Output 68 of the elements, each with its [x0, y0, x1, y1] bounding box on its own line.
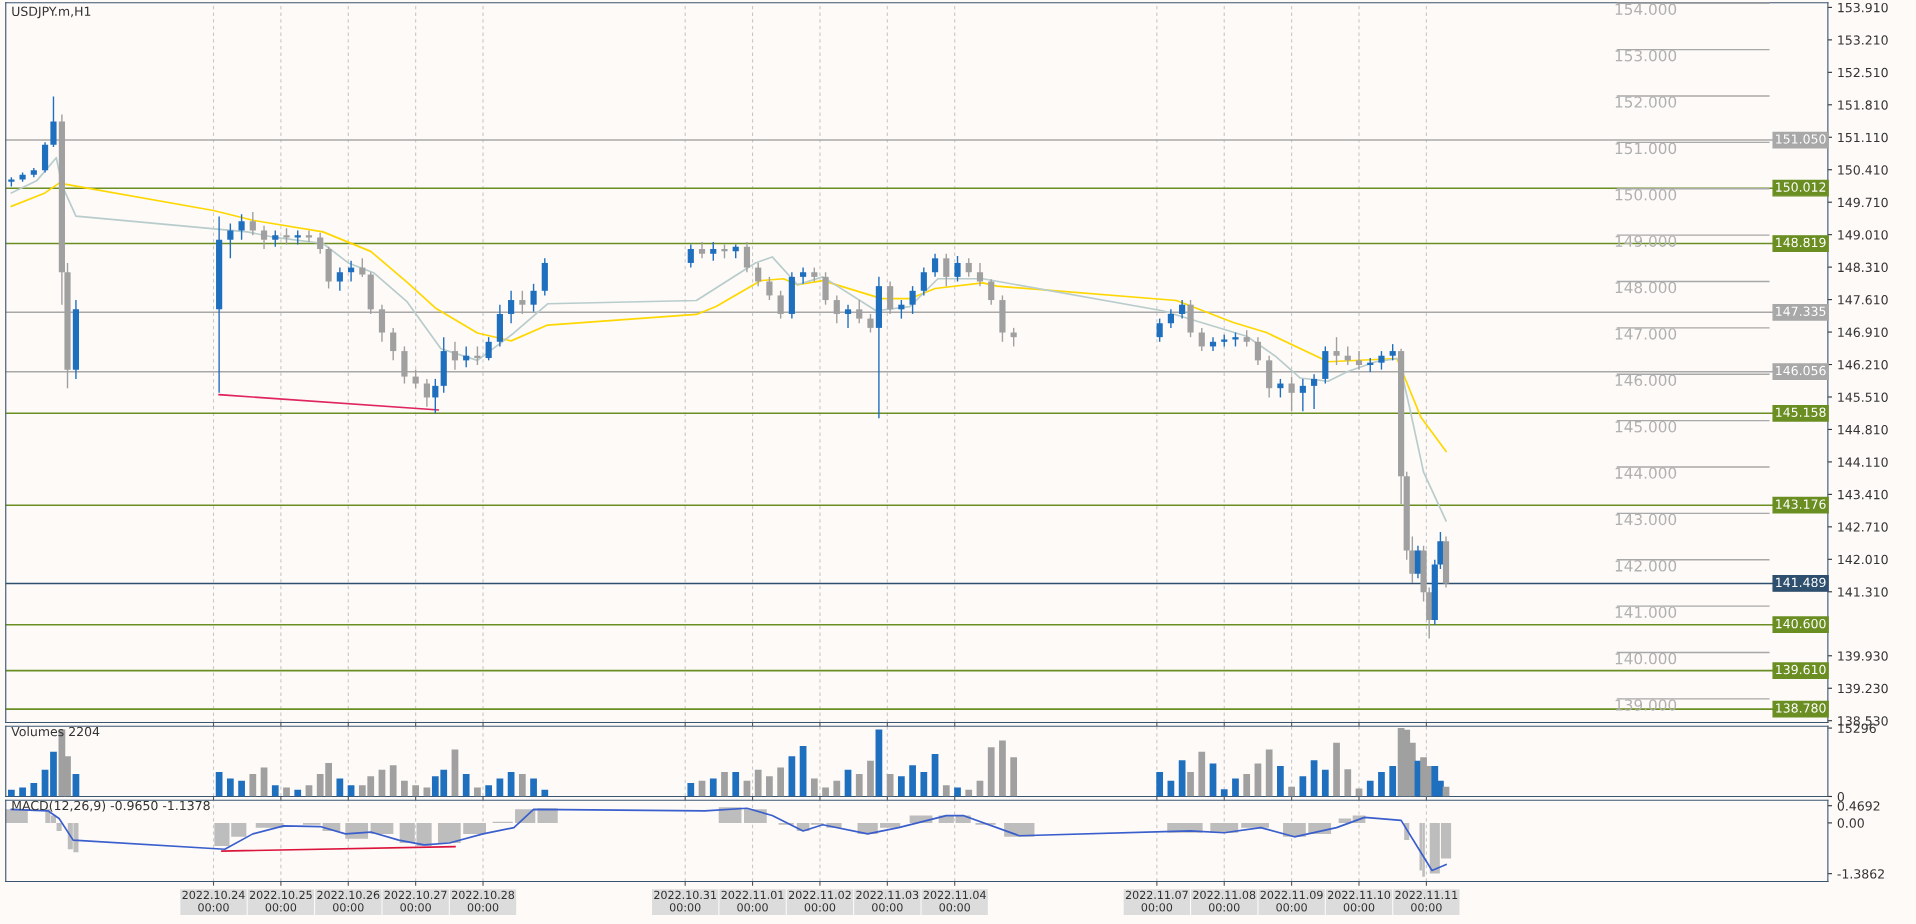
y-tick-label: 144.110 — [1838, 457, 1888, 467]
y-tick-label: 143.410 — [1838, 489, 1888, 500]
y-tick-label: 146.910 — [1838, 327, 1888, 337]
y2-tick-label: 141.000 — [1615, 606, 1677, 618]
y-tick-label: 144.810 — [1838, 424, 1888, 435]
ref-line-label: 146.056 — [1776, 365, 1826, 376]
x-tick-label: 2022.11.03 00:00 — [856, 890, 919, 912]
y2-tick-label: 142.000 — [1615, 560, 1677, 572]
x-tick-label: 2022.11.04 00:00 — [923, 890, 986, 912]
y2-tick-label: 145.000 — [1615, 420, 1677, 433]
x-tick-label: 2022.11.02 00:00 — [788, 890, 851, 912]
chart-title: USDJPY.m,H1 — [12, 6, 91, 19]
ref-line-label: 148.819 — [1776, 237, 1826, 248]
y-tick-label: 142.010 — [1838, 554, 1888, 565]
ref-line-label: 145.158 — [1776, 407, 1826, 417]
x-tick-label: 2022.10.27 00:00 — [384, 890, 447, 912]
y-tick-label: 0.00 — [1837, 818, 1864, 828]
y-tick-label: 142.710 — [1838, 522, 1888, 532]
y2-tick-label: 150.000 — [1615, 189, 1677, 201]
y-tick-label: 153.910 — [1838, 2, 1888, 13]
y-tick-label: 0.4692 — [1837, 801, 1880, 811]
y2-tick-label: 143.000 — [1615, 513, 1677, 526]
x-tick-label: 2022.10.28 00:00 — [452, 890, 515, 912]
y2-tick-label: 147.000 — [1615, 328, 1677, 340]
y-tick-label: 151.110 — [1838, 132, 1888, 143]
y-tick-label: 148.310 — [1838, 262, 1888, 273]
ref-line-label: 140.600 — [1776, 618, 1826, 629]
y2-tick-label: 148.000 — [1615, 281, 1677, 294]
y-tick-label: 141.310 — [1838, 587, 1888, 597]
x-tick-label: 2022.10.31 00:00 — [654, 890, 716, 912]
x-tick-label: 2022.11.11 00:00 — [1395, 890, 1458, 912]
ref-line-label: 138.780 — [1776, 703, 1826, 713]
y-tick-label: -1.3862 — [1837, 869, 1884, 879]
x-tick-label: 2022.11.09 00:00 — [1260, 890, 1323, 912]
y-tick-label: 152.510 — [1838, 67, 1888, 78]
x-tick-label: 2022.10.24 00:00 — [182, 890, 245, 912]
y-tick-label: 153.210 — [1838, 35, 1888, 45]
y2-tick-label: 140.000 — [1615, 652, 1677, 665]
x-tick-label: 2022.10.25 00:00 — [249, 890, 312, 912]
y2-tick-label: 152.000 — [1615, 96, 1677, 108]
y-tick-label: 147.610 — [1838, 295, 1888, 305]
chart-title: Volumes 2204 — [11, 726, 100, 737]
y-tick-label: 145.510 — [1838, 392, 1888, 402]
y2-tick-label: 153.000 — [1615, 49, 1677, 62]
x-tick-label: 2022.11.01 00:00 — [721, 890, 784, 912]
x-tick-label: 2022.11.08 00:00 — [1193, 890, 1256, 912]
y-tick-label: 150.410 — [1838, 165, 1888, 175]
y-tick-label: 146.210 — [1838, 360, 1888, 370]
ref-line-label: 147.335 — [1776, 306, 1826, 316]
y-tick-label: 139.230 — [1838, 683, 1888, 694]
y2-tick-label: 144.000 — [1615, 467, 1677, 479]
x-tick-label: 2022.10.26 00:00 — [317, 890, 380, 912]
y-tick-label: 0 — [1837, 791, 1845, 802]
y-tick-label: 151.810 — [1838, 100, 1888, 110]
chart-title: MACD(12,26,9) -0.9650 -1.1378 — [12, 800, 210, 812]
x-tick-label: 2022.11.07 00:00 — [1125, 890, 1188, 912]
y2-tick-label: 154.000 — [1615, 3, 1677, 16]
y-tick-label: 149.010 — [1838, 230, 1888, 240]
y2-tick-label: 146.000 — [1615, 374, 1677, 387]
ref-line-label: 143.176 — [1776, 499, 1826, 509]
ref-line-label: 151.050 — [1776, 134, 1826, 144]
ref-line-label: 150.012 — [1776, 182, 1826, 192]
y-tick-label: 149.710 — [1838, 197, 1888, 208]
ref-line-label: 139.610 — [1776, 664, 1826, 675]
x-tick-label: 2022.11.10 00:00 — [1328, 890, 1391, 912]
y2-tick-label: 151.000 — [1615, 142, 1677, 155]
y-tick-label: 139.930 — [1838, 651, 1888, 661]
ref-line-label: 141.489 — [1776, 577, 1826, 588]
